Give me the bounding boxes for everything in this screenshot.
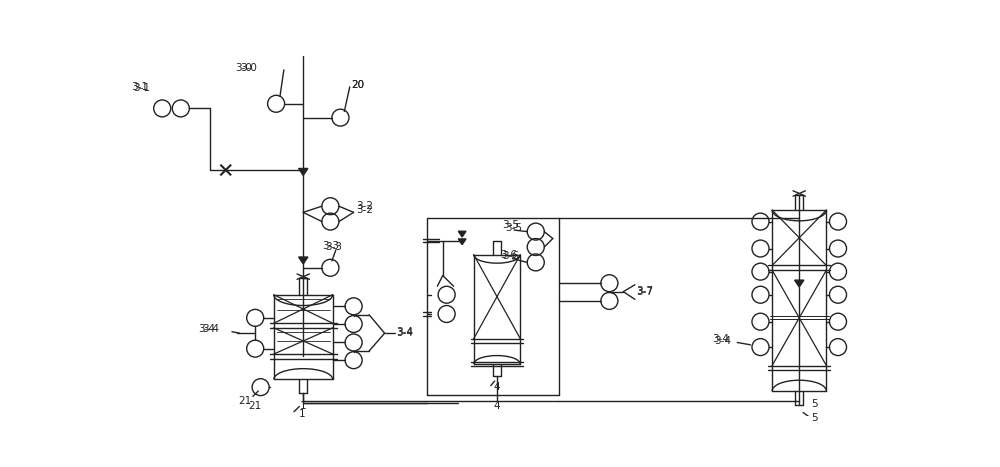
Text: 3-4: 3-4 bbox=[396, 327, 413, 337]
Polygon shape bbox=[458, 239, 466, 245]
Text: 4: 4 bbox=[494, 382, 500, 392]
Text: 3-0: 3-0 bbox=[235, 63, 252, 72]
Text: 21: 21 bbox=[249, 402, 262, 411]
Text: 3-4: 3-4 bbox=[396, 328, 413, 338]
Polygon shape bbox=[458, 231, 466, 237]
Text: 3-6: 3-6 bbox=[500, 250, 517, 260]
Text: 3-3: 3-3 bbox=[323, 241, 340, 251]
Polygon shape bbox=[795, 280, 804, 287]
Text: 3-5: 3-5 bbox=[502, 220, 519, 230]
Polygon shape bbox=[299, 169, 308, 176]
Text: 3-4: 3-4 bbox=[202, 325, 220, 334]
Text: 4: 4 bbox=[494, 402, 500, 411]
Text: 5: 5 bbox=[811, 413, 818, 423]
Text: 1: 1 bbox=[300, 402, 307, 411]
Text: 20: 20 bbox=[351, 79, 364, 90]
Text: 3-2: 3-2 bbox=[356, 205, 373, 215]
Text: 3-4: 3-4 bbox=[714, 336, 731, 346]
Text: 3-4: 3-4 bbox=[199, 325, 216, 334]
Text: 3-0: 3-0 bbox=[240, 63, 257, 72]
Text: 3-5: 3-5 bbox=[505, 223, 522, 233]
Polygon shape bbox=[299, 257, 308, 264]
Text: 3-1: 3-1 bbox=[131, 82, 148, 92]
Text: 3-7: 3-7 bbox=[637, 286, 654, 296]
Text: 3-2: 3-2 bbox=[356, 201, 373, 211]
Text: 20: 20 bbox=[351, 79, 364, 90]
Text: 21: 21 bbox=[239, 396, 252, 406]
Text: 1: 1 bbox=[298, 409, 305, 419]
Text: 3-6: 3-6 bbox=[502, 251, 519, 261]
Text: 3-3: 3-3 bbox=[325, 242, 342, 252]
Text: 3-7: 3-7 bbox=[637, 287, 654, 297]
Text: 3-4: 3-4 bbox=[712, 334, 729, 344]
Text: 5: 5 bbox=[812, 399, 818, 409]
Text: 3-1: 3-1 bbox=[133, 84, 150, 93]
